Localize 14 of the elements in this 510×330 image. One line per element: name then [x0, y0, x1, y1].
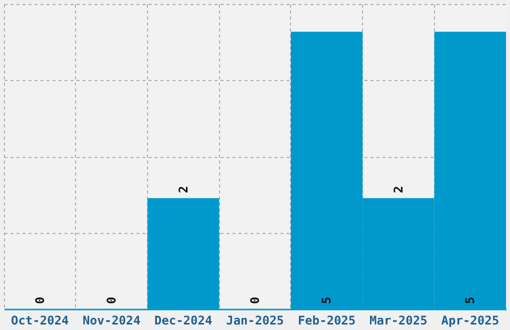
data-label: 2 [176, 186, 190, 194]
x-tick-label: Apr-2025 [441, 314, 500, 328]
data-label: 5 [463, 296, 478, 304]
x-tick-label: Oct-2024 [10, 314, 69, 328]
x-tick-label: Mar-2025 [370, 314, 428, 328]
data-label: 5 [320, 296, 334, 304]
data-label: 0 [248, 296, 262, 304]
x-tick-label: Nov-2024 [82, 314, 140, 328]
data-label: 0 [32, 296, 47, 304]
data-label: 0 [104, 296, 119, 304]
x-tick-label: Jan-2025 [226, 314, 284, 328]
x-tick-label: Feb-2025 [298, 314, 356, 328]
x-tick-label: Dec-2024 [154, 314, 212, 328]
data-label: 2 [391, 186, 406, 194]
